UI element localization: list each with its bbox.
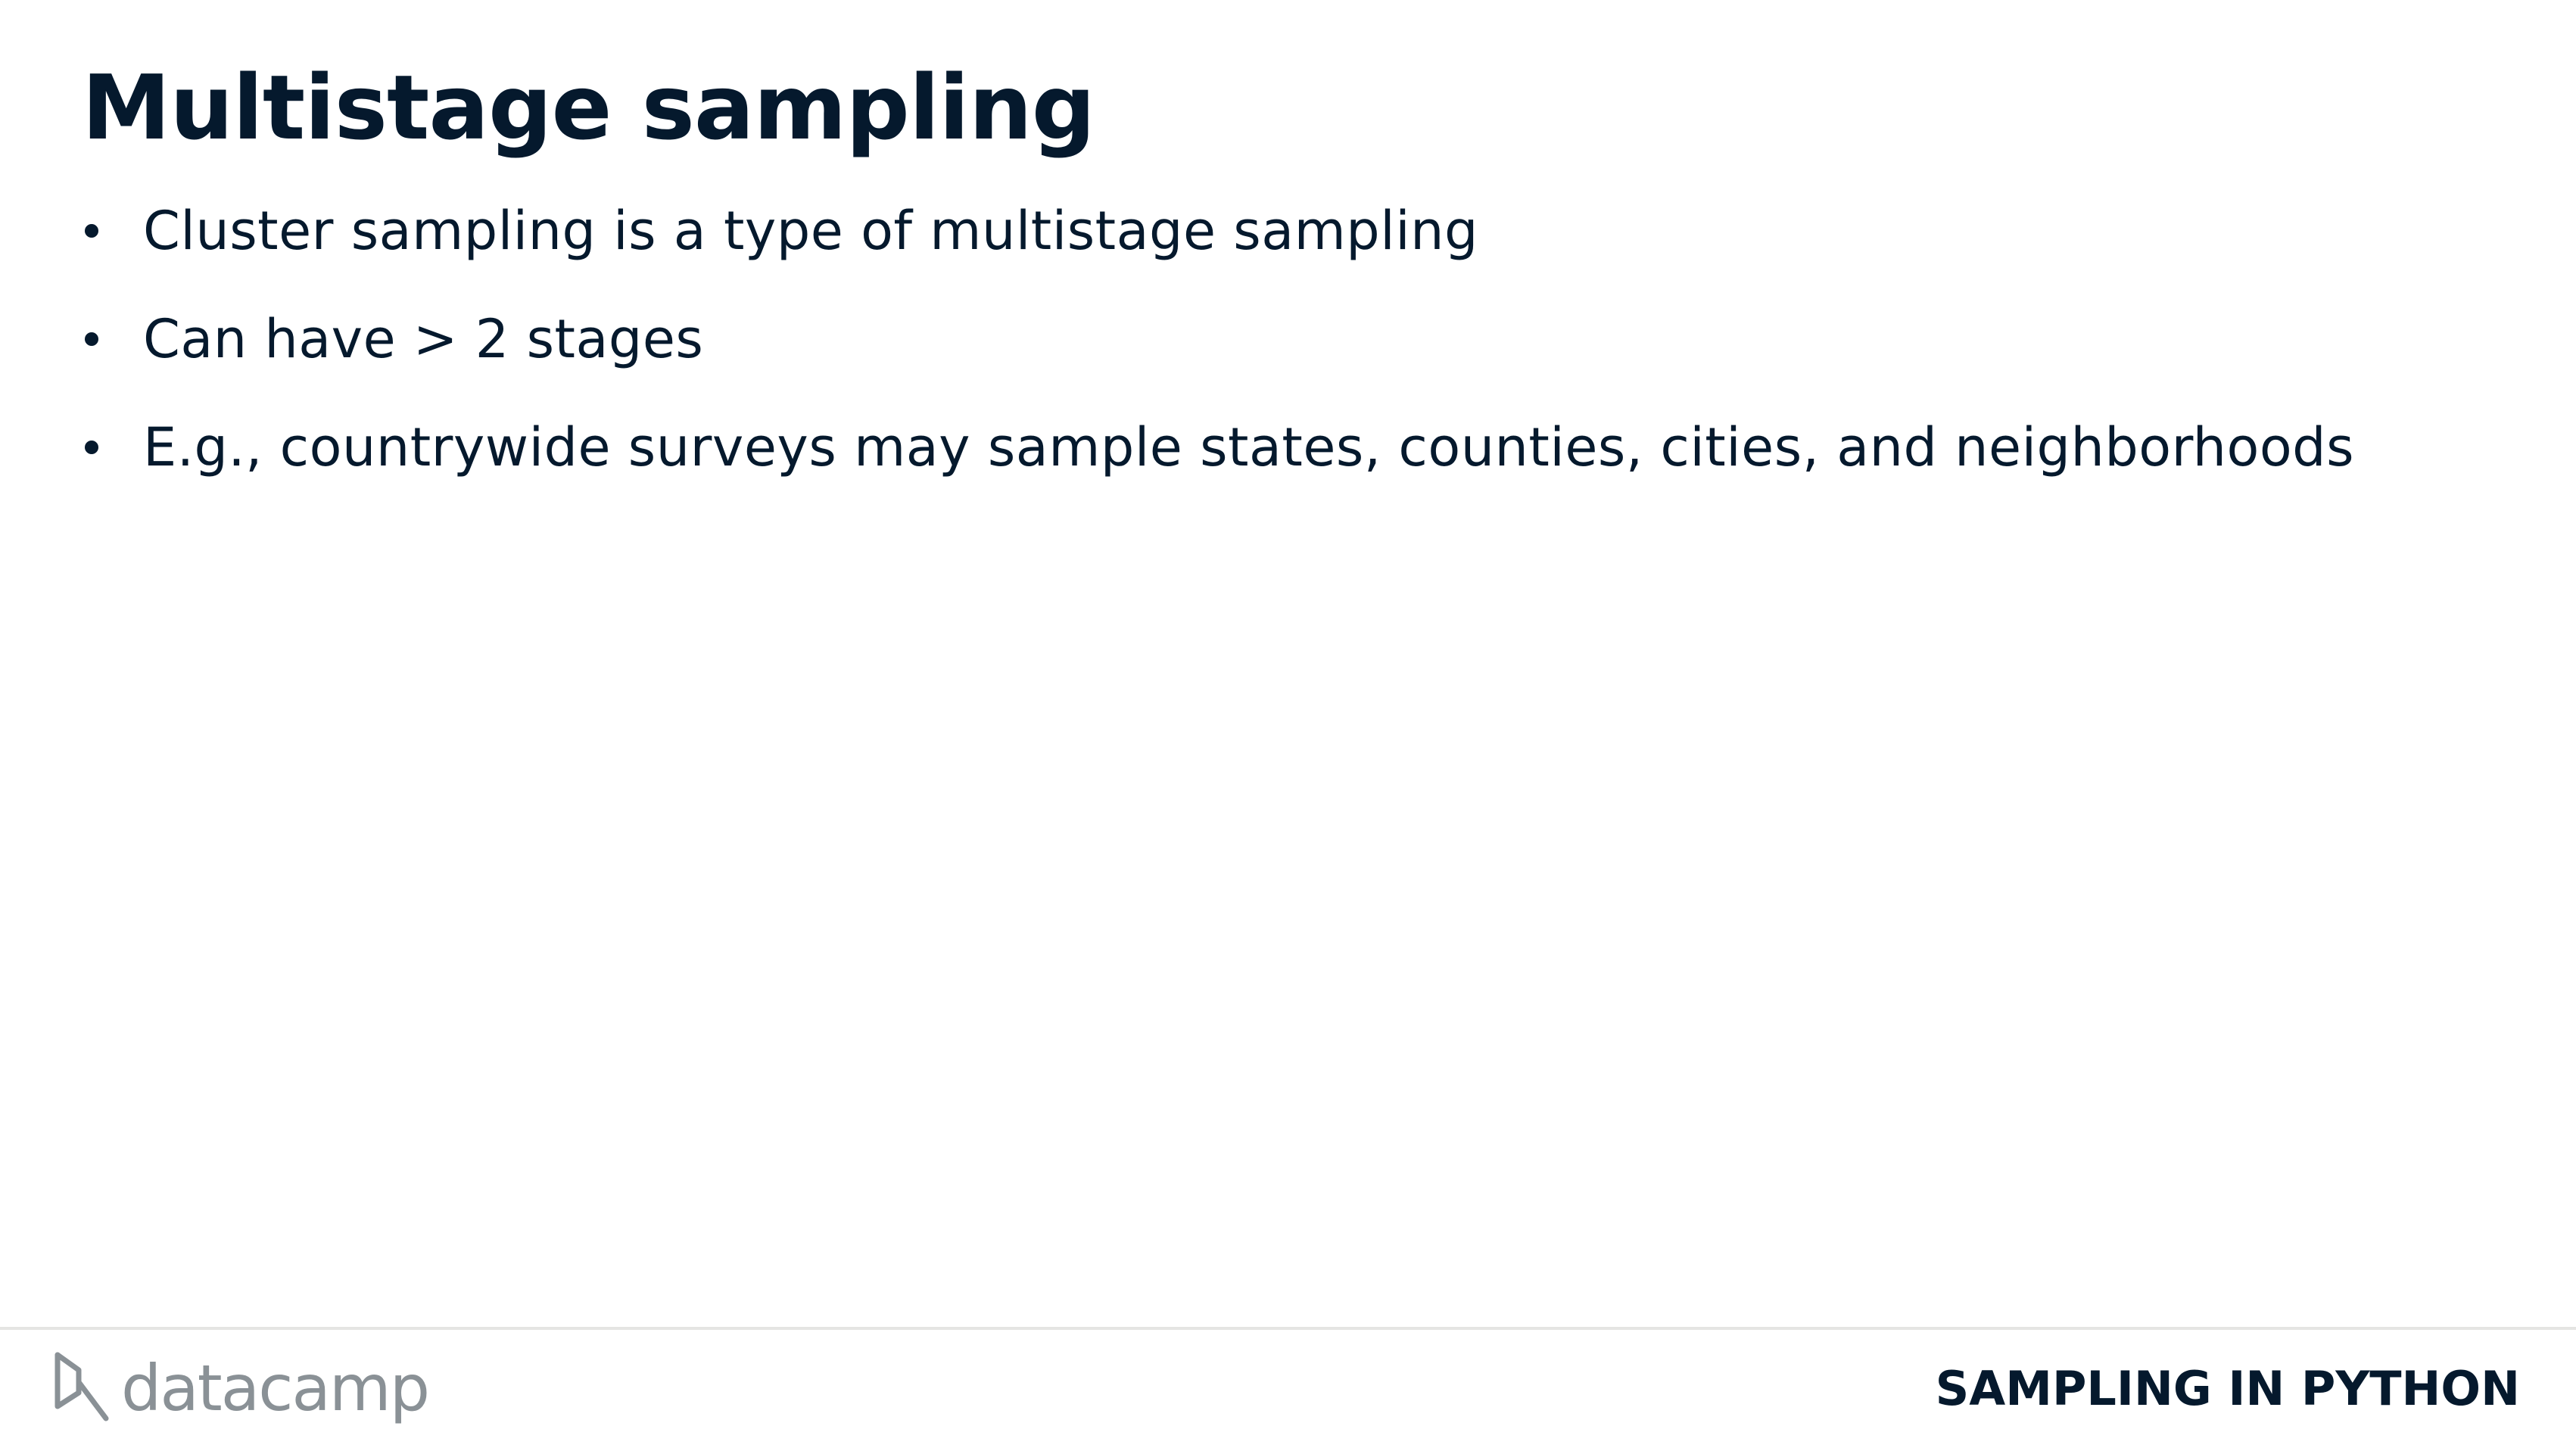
slide-title: Multistage sampling bbox=[82, 55, 1095, 160]
bullet-dot-icon bbox=[85, 332, 98, 346]
datacamp-logo-icon bbox=[55, 1352, 109, 1421]
bullet-text: E.g., countrywide surveys may sample sta… bbox=[143, 416, 2355, 478]
bullet-item: Can have > 2 stages bbox=[82, 297, 2354, 406]
bullet-dot-icon bbox=[85, 441, 98, 454]
bullet-list: Cluster sampling is a type of multistage… bbox=[82, 189, 2354, 514]
footer-divider bbox=[0, 1327, 2576, 1330]
datacamp-logo-text: datacamp bbox=[121, 1351, 430, 1425]
bullet-text: Can have > 2 stages bbox=[143, 308, 704, 370]
bullet-item: Cluster sampling is a type of multistage… bbox=[82, 189, 2354, 297]
bullet-item: E.g., countrywide surveys may sample sta… bbox=[82, 406, 2354, 514]
bullet-text: Cluster sampling is a type of multistage… bbox=[143, 200, 1478, 262]
bullet-dot-icon bbox=[85, 224, 98, 238]
datacamp-logo: datacamp bbox=[53, 1350, 430, 1426]
course-name: SAMPLING IN PYTHON bbox=[1935, 1361, 2520, 1416]
